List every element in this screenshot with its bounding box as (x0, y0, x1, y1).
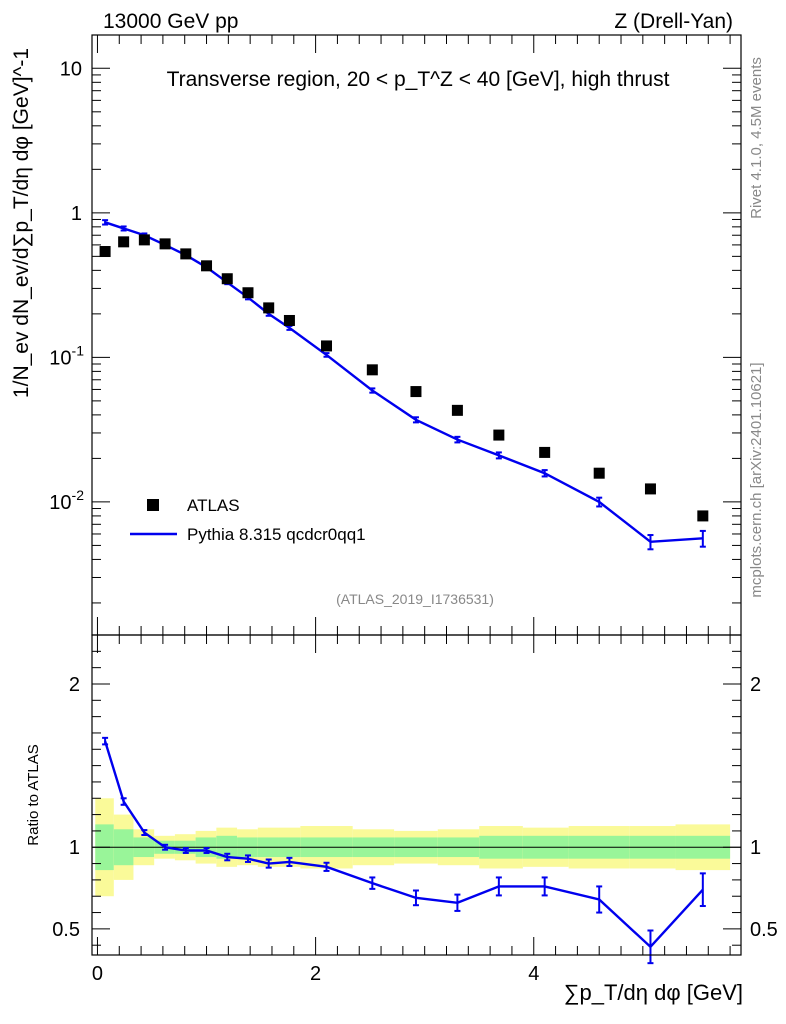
main-y-tick-label-text: 10-1 (49, 342, 84, 369)
pythia-line (104, 221, 703, 543)
atlas-data-point (242, 287, 254, 299)
main-y-axis-label: 1/N_ev dN_ev/d∑p_T/dη dφ [GeV]^-1 (10, 48, 33, 398)
atlas-data-point (118, 236, 130, 248)
main-y-tick-label-text: 10-2 (49, 487, 84, 514)
plot-title: Transverse region, 20 < p_T^Z < 40 [GeV]… (167, 68, 670, 91)
ratio-y-tick-label-right: 1 (750, 837, 761, 859)
ratio-panel: 0.5 0.5 1 1 2 2 0 2 4 Ratio to ATLAS ∑p_T/dη dφ… (25, 634, 778, 1005)
atlas-data-point (180, 248, 192, 260)
main-plot-frame (91, 34, 742, 636)
atlas-data-point (283, 314, 295, 326)
ratio-y-tick-label-right: 0.5 (750, 919, 778, 941)
atlas-data-point (410, 386, 422, 398)
atlas-data-point (539, 446, 551, 458)
energy-label: 13000 GeV pp (103, 10, 238, 33)
legend-pythia-label: Pythia 8.315 qcdcr0qq1 (187, 525, 366, 544)
main-y-tick-label-text: 10 (60, 58, 82, 80)
rivet-version-label: Rivet 4.1.0, 4.5M events (748, 57, 765, 219)
atlas-data-point (99, 246, 111, 258)
x-axis-label: ∑p_T/dη dφ [GeV] (564, 980, 743, 1005)
ratio-y-axis-label: Ratio to ATLAS (25, 744, 42, 845)
mcplots-label: mcplots.cern.ch [arXiv:2401.10621] (748, 362, 765, 597)
main-y-tick-label: 10 (60, 58, 82, 80)
atlas-data-point (159, 238, 171, 250)
atlas-data-point (593, 467, 605, 479)
atlas-data-point (493, 429, 505, 441)
main-y-tick-label-text: 1 (71, 203, 82, 225)
ratio-y-tick-label-left: 0.5 (52, 919, 80, 941)
reference-label: (ATLAS_2019_I1736531) (336, 591, 494, 607)
ratio-y-tick-label-right: 2 (750, 674, 761, 696)
x-tick-label: 0 (92, 963, 103, 985)
main-panel: 10 1 10-1 10-2 Transverse region, 20 < p_T^… (10, 34, 742, 636)
main-y-tick-label: 10-1 (49, 342, 84, 369)
legend-atlas-label: ATLAS (187, 496, 240, 515)
x-tick-label: 4 (528, 963, 539, 985)
atlas-data-point (644, 483, 656, 495)
atlas-data-point (321, 340, 333, 352)
atlas-data-point (366, 364, 378, 376)
atlas-data-point (138, 234, 150, 246)
atlas-data-point (221, 273, 233, 285)
main-y-tick-label: 10-2 (49, 487, 84, 514)
x-tick-label: 2 (310, 963, 321, 985)
ratio-plot-frame (91, 634, 742, 956)
atlas-data-point (201, 260, 213, 272)
ratio-y-tick-label-left: 1 (69, 837, 80, 859)
legend: ATLAS Pythia 8.315 qcdcr0qq1 (130, 496, 366, 544)
process-label: Z (Drell-Yan) (614, 10, 733, 33)
ratio-y-tick-label-left: 2 (69, 674, 80, 696)
atlas-data-point (697, 510, 709, 522)
main-y-tick-label: 1 (71, 203, 82, 225)
legend-atlas-marker (147, 499, 159, 511)
atlas-data-point (451, 404, 463, 416)
atlas-data-point (263, 302, 275, 314)
